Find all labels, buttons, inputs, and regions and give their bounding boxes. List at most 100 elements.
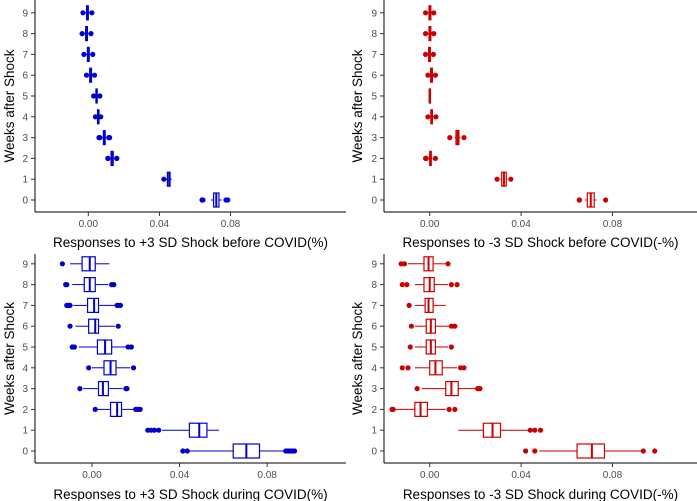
outlier-point xyxy=(92,114,99,120)
y-tick-label: 8 xyxy=(22,280,28,291)
outlier-point xyxy=(97,135,103,141)
box-week-7 xyxy=(64,297,124,313)
outlier-point xyxy=(92,406,98,412)
outlier-point xyxy=(137,406,143,412)
x-tick-label: 0.08 xyxy=(603,470,623,481)
x-tick-label: 0.00 xyxy=(82,470,102,481)
outlier-point xyxy=(576,197,582,203)
y-axis-title: Weeks after Shock xyxy=(2,302,17,415)
outlier-point xyxy=(81,51,87,58)
outlier-point xyxy=(431,10,437,16)
outlier-point xyxy=(115,323,121,329)
y-tick-label: 5 xyxy=(22,92,28,103)
outlier-point xyxy=(404,282,410,288)
outlier-point xyxy=(161,176,167,182)
panel-bottom-left: 0 1 2 3 4 5 6 7 8 9 0.00 0.04 0.08 Responses to +3 SD… xyxy=(2,254,346,501)
y-tick-label: 7 xyxy=(371,301,377,312)
box-week-1 xyxy=(458,422,544,438)
outlier-point xyxy=(603,197,609,203)
box-iqr xyxy=(109,401,123,417)
box-week-1 xyxy=(494,171,514,187)
outlier-point xyxy=(425,114,431,120)
outlier-point xyxy=(432,72,439,78)
outlier-point xyxy=(128,344,134,350)
box-week-8 xyxy=(422,26,437,42)
box-week-6 xyxy=(408,318,458,334)
y-tick-label: 8 xyxy=(371,280,377,291)
y-tick-label: 0 xyxy=(22,447,28,458)
outlier-point xyxy=(422,30,429,37)
outlier-point xyxy=(64,282,70,288)
outlier-point xyxy=(67,302,73,308)
outlier-point xyxy=(105,155,111,161)
box-week-5 xyxy=(91,88,103,104)
outlier-point xyxy=(89,10,95,16)
outlier-point xyxy=(532,427,538,433)
box-week-6 xyxy=(67,318,121,334)
box-week-9 xyxy=(59,256,110,272)
box-week-0 xyxy=(576,192,609,208)
y-tick-label: 4 xyxy=(371,363,377,374)
outlier-point xyxy=(422,51,429,58)
y-tick-label: 7 xyxy=(22,50,28,61)
box-week-5 xyxy=(428,88,432,104)
outlier-point xyxy=(423,155,429,161)
outlier-point xyxy=(67,323,73,329)
outlier-point xyxy=(88,30,94,37)
box-week-9 xyxy=(422,5,437,21)
box-iqr xyxy=(576,443,606,459)
box-iqr xyxy=(81,256,96,272)
outlier-point xyxy=(433,114,439,120)
box-week-7 xyxy=(81,46,96,63)
box-week-2 xyxy=(389,401,458,417)
outlier-point xyxy=(508,176,514,182)
box-week-5 xyxy=(69,339,134,355)
outlier-point xyxy=(83,72,90,78)
outlier-point xyxy=(399,365,405,371)
y-tick-label: 6 xyxy=(371,71,377,82)
box-iqr xyxy=(86,297,100,313)
y-tick-label: 4 xyxy=(22,112,28,123)
x-axis-title: Responses to -3 SD Shock during COVID(-%… xyxy=(403,487,678,501)
x-tick-label: 0.08 xyxy=(221,219,241,230)
outlier-point xyxy=(399,282,405,288)
outlier-point xyxy=(390,406,396,412)
x-tick-label: 0.00 xyxy=(420,219,440,230)
outlier-point xyxy=(431,30,437,37)
y-tick-label: 8 xyxy=(371,29,377,40)
box-iqr xyxy=(88,318,100,334)
box-week-4 xyxy=(86,360,137,376)
outlier-point xyxy=(291,448,298,454)
panel-top-left: 0 1 2 3 4 5 6 7 8 9 0.00 0.04 0.08 Responses to +3 SD… xyxy=(2,0,346,250)
y-tick-label: 1 xyxy=(22,175,28,186)
outlier-point xyxy=(59,261,65,267)
box-week-1 xyxy=(145,422,219,438)
outlier-point xyxy=(97,93,103,99)
outlier-point xyxy=(452,406,458,412)
y-tick-label: 5 xyxy=(371,92,377,103)
outlier-point xyxy=(77,386,83,392)
y-tick-label: 6 xyxy=(371,322,377,333)
outlier-point xyxy=(432,155,439,161)
x-tick-label: 0.00 xyxy=(420,470,440,481)
outlier-point xyxy=(532,448,538,454)
box-week-2 xyxy=(422,150,439,166)
box-week-4 xyxy=(92,109,104,125)
y-tick-label: 3 xyxy=(371,133,377,144)
y-tick-label: 0 xyxy=(371,196,377,207)
outlier-point xyxy=(652,448,658,454)
y-tick-label: 3 xyxy=(371,384,377,395)
outlier-point xyxy=(124,386,130,392)
outlier-point xyxy=(452,323,458,329)
y-tick-label: 9 xyxy=(371,8,377,19)
outlier-point xyxy=(107,135,113,141)
y-tick-label: 7 xyxy=(22,301,28,312)
outlier-point xyxy=(454,282,460,288)
outlier-point xyxy=(461,365,467,371)
y-tick-label: 1 xyxy=(22,426,28,437)
y-tick-label: 5 xyxy=(22,343,28,354)
outlier-point xyxy=(422,10,429,16)
outlier-point xyxy=(537,427,544,433)
panel-bottom-right: 0 1 2 3 4 5 6 7 8 9 0.00 0.04 0.08 Responses to -3 SD… xyxy=(350,254,697,501)
